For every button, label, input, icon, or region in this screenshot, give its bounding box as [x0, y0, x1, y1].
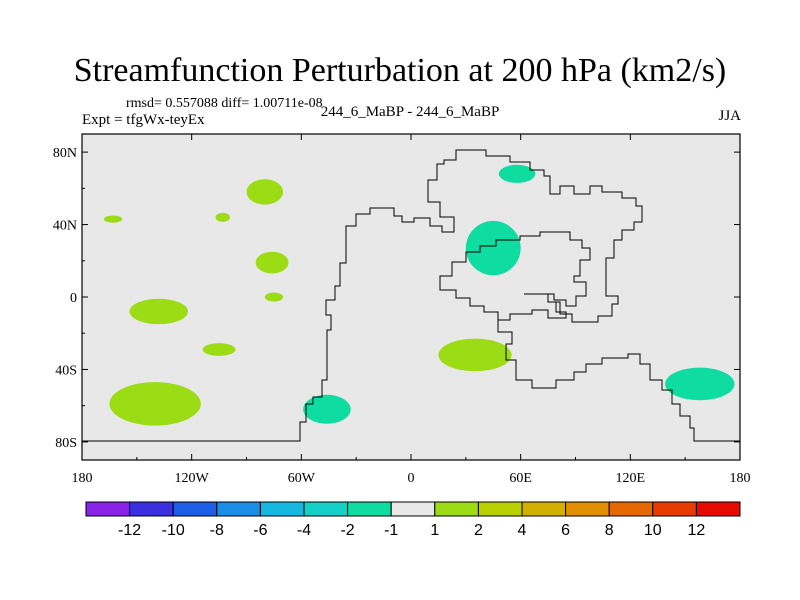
coastlines — [82, 149, 740, 442]
anomaly-region-5 — [264, 292, 284, 302]
x-tick-label: 120E — [616, 471, 646, 486]
coastline-americas — [82, 149, 643, 442]
colorbar-label: -10 — [162, 522, 185, 539]
colorbar-label: 12 — [688, 522, 706, 539]
colorbar: -12 -10 -8 -6 -4 -2 -1 1 2 4 6 8 10 12 — [85, 501, 741, 539]
colorbar-swatch — [216, 501, 261, 517]
anomaly-region-13 — [665, 367, 735, 401]
experiment-label: Expt = tfgWx-teyEx — [82, 112, 205, 128]
colorbar-swatch — [652, 501, 697, 517]
colorbar-label: 1 — [430, 522, 439, 539]
colorbar-swatch — [172, 501, 218, 517]
anomaly-region-1 — [109, 382, 201, 426]
anomaly-region-10 — [303, 394, 351, 424]
coastline-eurasia-east — [497, 320, 740, 442]
y-tick-label: 40N — [53, 219, 77, 234]
case-label: 244_6_MaBP - 244_6_MaBP — [320, 104, 500, 120]
colorbar-label: 6 — [561, 522, 570, 539]
anomaly-region-6 — [202, 343, 236, 356]
chart-title: Streamfunction Perturbation at 200 hPa (… — [73, 52, 727, 89]
x-tick-label: 180 — [72, 471, 93, 486]
colorbar-swatch — [434, 501, 479, 517]
colorbar-label: 10 — [644, 522, 662, 539]
colorbar-swatch — [608, 501, 654, 517]
colorbar-label: 2 — [474, 522, 483, 539]
colorbar-label: -1 — [384, 522, 398, 539]
colorbar-label: -6 — [253, 522, 267, 539]
colorbar-label: -12 — [118, 522, 141, 539]
colorbar-label: 4 — [518, 522, 527, 539]
colorbar-swatch — [390, 501, 436, 517]
y-tick-label: 80S — [55, 436, 77, 451]
stats-line: rmsd= 0.557088 diff= 1.00711e-08 — [126, 96, 323, 111]
colorbar-label: -2 — [340, 522, 354, 539]
colorbar-label: -4 — [297, 522, 311, 539]
anomaly-region-7 — [215, 212, 231, 222]
coastline-africa — [439, 231, 591, 321]
colorbar-label: -8 — [210, 522, 224, 539]
y-tick-label: 0 — [70, 291, 77, 306]
y-tick-label: 40S — [55, 363, 77, 378]
x-tick-label: 120W — [175, 471, 210, 486]
anomaly-region-8 — [103, 215, 123, 223]
colorbar-swatch — [259, 501, 305, 517]
colorbar-swatch — [477, 501, 523, 517]
y-tick-label: 80N — [53, 146, 77, 161]
anomaly-region-9 — [438, 338, 512, 372]
anomaly-regions — [103, 164, 735, 426]
colorbar-swatch — [521, 501, 567, 517]
colorbar-swatch — [129, 501, 174, 517]
anomaly-region-12 — [498, 164, 536, 183]
anomaly-region-11 — [465, 220, 521, 276]
anomaly-region-3 — [246, 179, 284, 205]
x-tick-label: 60E — [509, 471, 532, 486]
colorbar-swatch — [347, 501, 392, 517]
colorbar-swatch — [695, 501, 741, 517]
x-tick-label: 60W — [288, 471, 316, 486]
season-label: JJA — [718, 108, 741, 124]
colorbar-swatch — [303, 501, 349, 517]
anomaly-region-4 — [255, 251, 289, 274]
colorbar-swatch — [565, 501, 610, 517]
x-tick-label: 180 — [730, 471, 751, 486]
x-tick-label: 0 — [408, 471, 415, 486]
axes: 180 120W 60W 0 60E 120E 180 80N 40N 0 40S 80S — [53, 134, 751, 486]
colorbar-label: 8 — [605, 522, 614, 539]
colorbar-swatch — [85, 501, 131, 517]
anomaly-region-2 — [129, 298, 189, 325]
